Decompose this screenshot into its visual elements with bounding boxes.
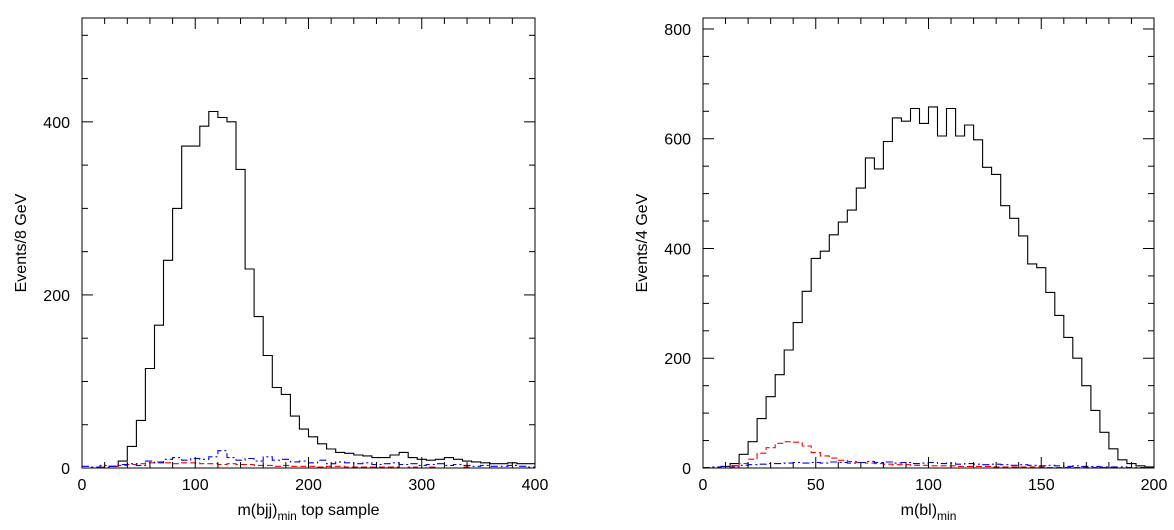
chart-panel-2: 0 50 100 150 200 0 200 400 600 800 Events/4 GeV m(b… (634, 17, 1168, 523)
y-tick-label: 0 (61, 461, 70, 478)
x-axis-label: m(bl)min (901, 502, 957, 523)
chart-panel-1: 0 100 200 300 400 0 200 400 Events/8 GeV m(bjj)mi… (13, 17, 549, 523)
histogram-series-dashdot (82, 450, 535, 468)
y-tick-label: 800 (664, 22, 691, 39)
x-axis-label: m(bjj)min top sample (237, 502, 379, 523)
y-tick-label: 400 (43, 115, 70, 132)
plot-frame (81, 17, 536, 469)
y-tick-label: 400 (664, 241, 691, 258)
x-axis-label-suffix: top sample (297, 502, 380, 519)
x-tick-label: 0 (78, 477, 87, 494)
histogram-series-dashed (82, 461, 535, 469)
x-tick-label: 50 (807, 477, 825, 494)
x-tick-label: 400 (522, 477, 549, 494)
y-tick-label: 600 (664, 132, 691, 149)
y-tick-label: 200 (43, 288, 70, 305)
x-tick-label: 100 (915, 477, 942, 494)
y-axis-label: Events/4 GeV (634, 193, 651, 292)
x-tick-label: 200 (1141, 477, 1168, 494)
x-tick-label: 300 (408, 477, 435, 494)
x-tick-label: 0 (699, 477, 708, 494)
y-axis-label: Events/8 GeV (13, 193, 30, 292)
x-axis-label-main: m(bl) (901, 502, 937, 519)
x-axis-label-main: m(bjj) (237, 502, 277, 519)
x-tick-label: 200 (295, 477, 322, 494)
plot-frame (702, 17, 1155, 469)
x-tick-label: 150 (1028, 477, 1055, 494)
histogram-series-dashdot (703, 460, 1154, 469)
histogram-series-solid (82, 110, 535, 469)
y-tick-label: 200 (664, 351, 691, 368)
x-axis-label-subscript: min (937, 509, 956, 523)
y-tick-label: 0 (682, 461, 691, 478)
histogram-series-solid (703, 106, 1154, 469)
x-tick-label: 100 (182, 477, 209, 494)
x-axis-label-subscript: min (277, 509, 296, 523)
